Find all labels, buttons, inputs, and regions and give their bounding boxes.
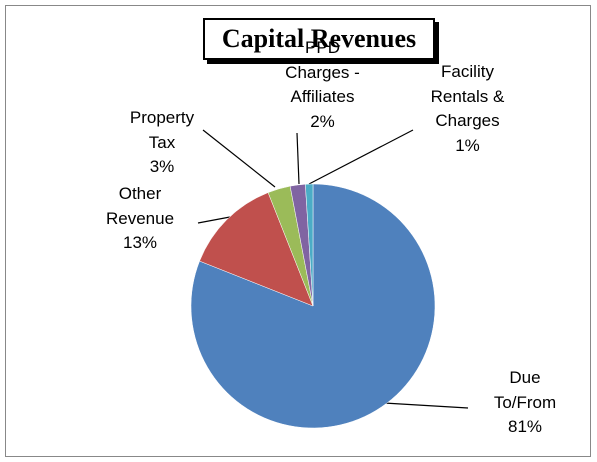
leader-lines	[197, 129, 469, 409]
data-label: Property Tax 3%	[117, 106, 207, 180]
category-label: PPD Charges - Affiliates	[285, 38, 360, 106]
category-label: Other Revenue	[105, 184, 175, 228]
value-label: 81%	[507, 417, 543, 436]
category-label: Due To/From	[493, 368, 557, 412]
pie-slice	[199, 192, 314, 307]
data-label: Due To/From 81%	[485, 366, 565, 440]
leader-line	[296, 132, 300, 185]
value-label: 3%	[149, 157, 175, 176]
leader-line	[197, 216, 231, 224]
category-label: Facility Rentals & Charges	[430, 62, 505, 130]
leader-line	[202, 129, 276, 188]
value-label: 1%	[455, 135, 480, 155]
data-label: Other Revenue 13%	[90, 182, 190, 256]
data-label: Facility Rentals & Charges 1%	[420, 60, 515, 158]
value-label: 2%	[310, 111, 335, 131]
value-label: 13%	[122, 233, 158, 252]
chart-title: Capital Revenues	[203, 18, 435, 60]
category-label: Property Tax	[129, 108, 195, 152]
leader-line	[383, 402, 469, 409]
pie-slice	[305, 183, 314, 307]
leader-line	[308, 129, 414, 185]
data-label: PPD Charges - Affiliates 2%	[280, 36, 365, 134]
